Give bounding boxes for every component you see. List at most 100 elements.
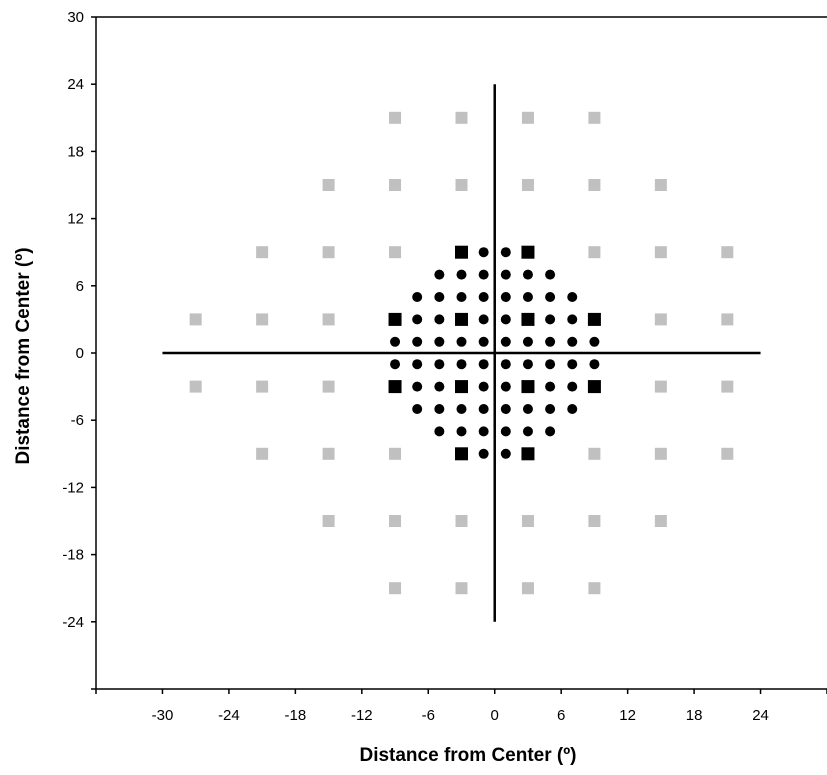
black-square-point [388,312,402,326]
gray-square-point [588,179,601,191]
circle-point [434,381,445,392]
circle-point [589,336,600,347]
circle-point [478,269,489,280]
black-square-point [521,447,535,461]
circle-point [478,448,489,459]
circle-point [456,269,467,280]
x-tick-label: -6 [422,707,435,724]
circle-point [545,314,556,325]
circle-point [434,426,445,437]
circle-point [522,292,533,302]
gray-square-point [721,447,734,460]
circle-point [500,404,511,414]
gray-square-point [654,179,667,191]
circle-point [434,314,445,325]
black-square-point [587,380,601,394]
circle-point [478,404,489,414]
circle-point [500,292,511,302]
gray-square-point [721,246,734,259]
gray-square-point [455,515,468,527]
gray-square-point [256,380,269,393]
circle-point [456,426,467,437]
circle-point [500,247,511,258]
circle-point [434,292,445,302]
gray-square-point [389,582,402,595]
black-square-point [455,380,468,394]
black-square-point [455,312,468,326]
x-tick-label: 24 [752,707,769,724]
circle-point [434,359,445,370]
x-tick-label: 6 [557,707,565,724]
gray-square-point [521,179,534,191]
circle-point [522,359,533,370]
circle-point [412,359,423,370]
circle-point [478,247,489,258]
circle-point [522,404,533,414]
y-tick-label: 12 [67,211,84,228]
gray-square-point [654,380,667,393]
x-tick-label: -12 [351,707,373,724]
circle-point [545,269,556,280]
gray-square-point [654,515,667,527]
gray-square-point [588,111,601,124]
black-square-point [521,380,535,394]
gray-square-point [521,515,534,527]
gray-square-point [654,447,667,460]
y-tick-label: 30 [67,9,84,26]
y-tick-label: -6 [71,412,84,429]
gray-square-point [189,313,202,326]
circle-point [390,336,401,347]
circle-point [500,426,511,437]
gray-square-point [588,246,601,259]
circle-point [456,404,467,414]
black-square-point [455,447,468,461]
gray-square-point [322,447,335,460]
circle-point [456,336,467,347]
circle-point [434,269,445,280]
circle-point [412,381,423,392]
gray-square-point [588,582,601,595]
circle-point [567,314,578,325]
circle-point [522,269,533,280]
circle-point [545,336,556,347]
circle-point [434,336,445,347]
circle-point [545,404,556,414]
black-square-point [388,380,402,394]
gray-square-point [389,246,402,259]
circle-point [545,381,556,392]
gray-square-point [455,179,468,191]
y-axis: 30 24 18 12 6 0 -6 -12 -18 -24 [62,9,827,690]
circle-point [478,426,489,437]
x-tick-label: -18 [285,707,307,724]
y-axis-title: Distance from Center (º) [13,247,34,464]
gray-square-point [654,246,667,259]
circle-point [567,336,578,347]
x-tick-label: 18 [686,707,703,724]
y-tick-label: 6 [76,278,84,295]
gray-square-point [256,246,269,259]
data-points [189,111,734,595]
circle-point [567,404,578,414]
gray-square-point [588,515,601,527]
black-square-point [455,245,468,259]
x-tick-label: 0 [491,707,499,724]
circle-point [567,359,578,370]
x-tick-label: -30 [152,707,174,724]
circle-point [522,336,533,347]
gray-square-point [256,447,269,460]
circle-point [456,359,467,370]
circle-point [412,336,423,347]
gray-square-point [322,380,335,393]
gray-square-point [721,313,734,326]
gray-square-point [389,447,402,460]
circle-point [390,359,401,370]
x-tick-label: -24 [218,707,240,724]
circle-point [478,292,489,302]
gray-square-point [256,313,269,326]
gray-square-point [455,582,468,595]
circle-point [500,381,511,392]
gray-square-point [389,179,402,191]
circle-point [567,381,578,392]
y-tick-label: -18 [62,547,84,564]
